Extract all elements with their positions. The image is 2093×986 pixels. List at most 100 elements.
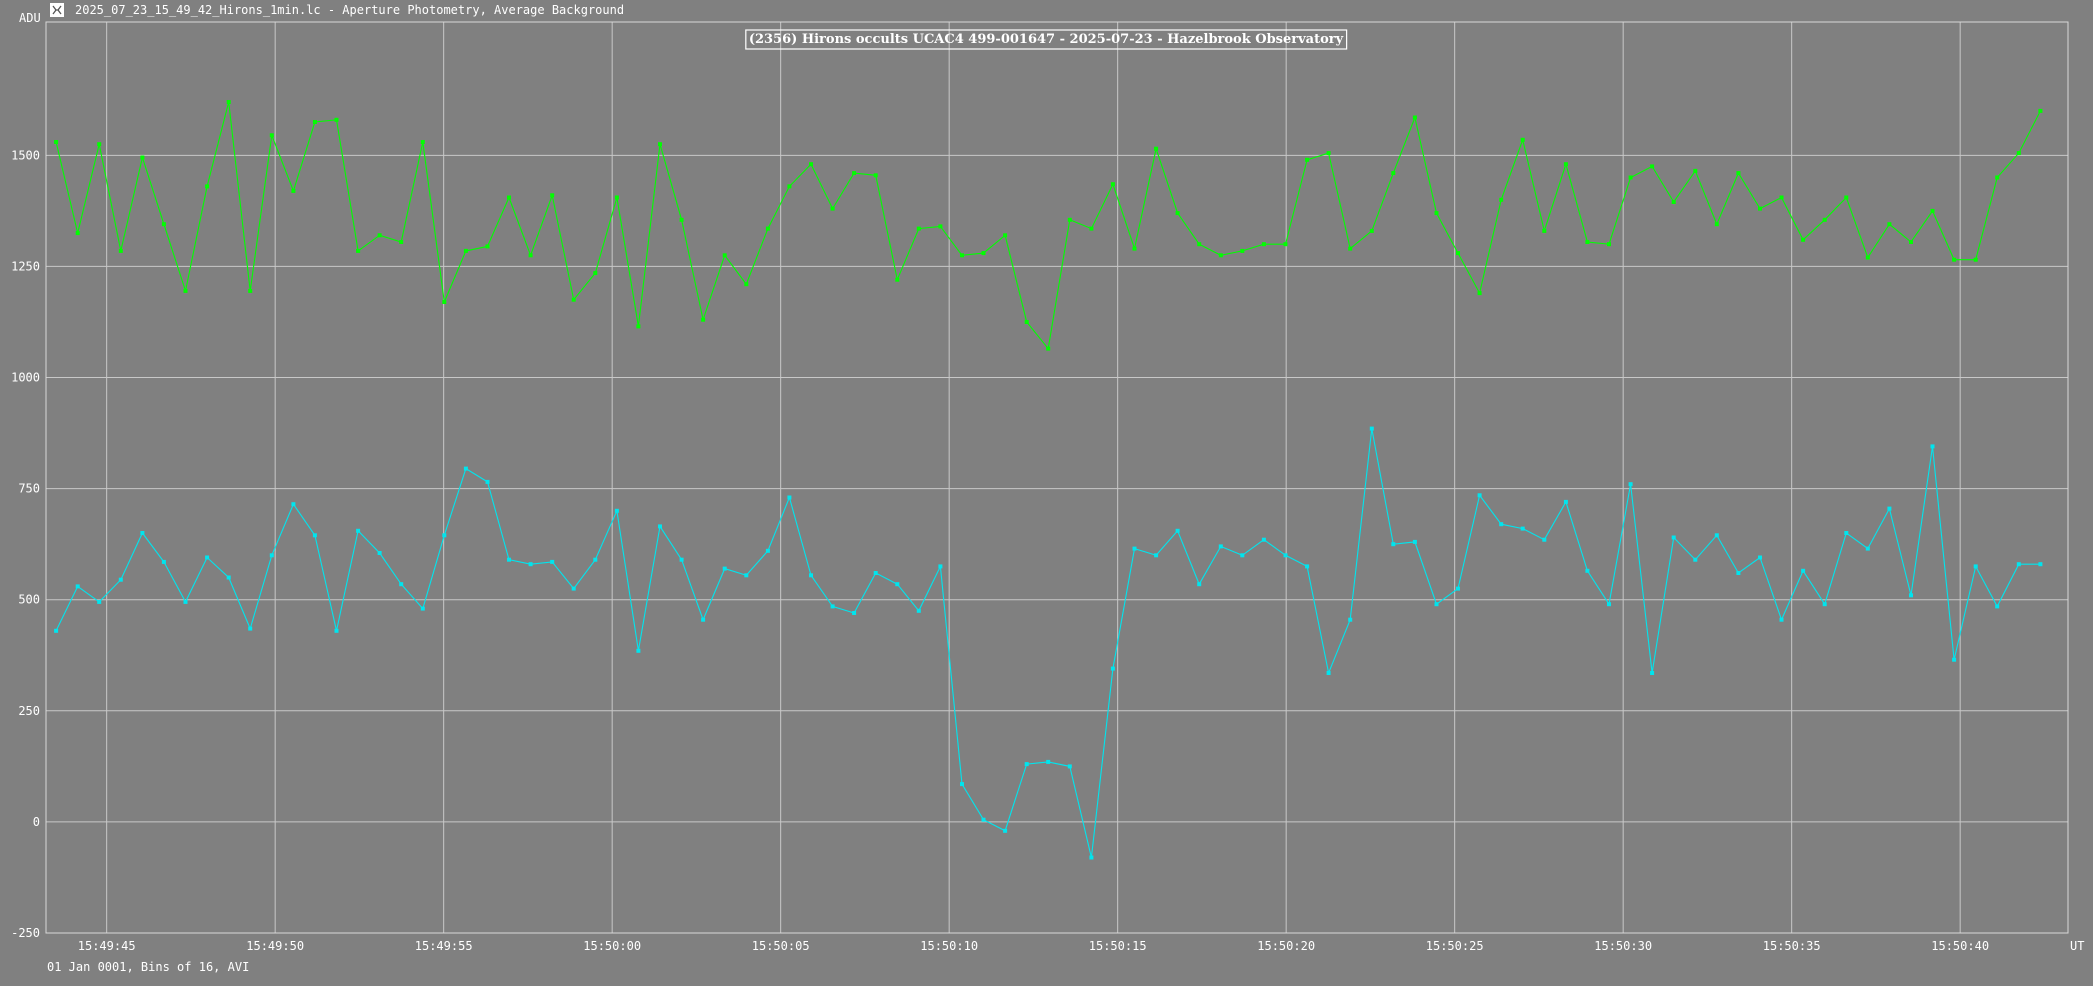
data-point	[54, 140, 59, 144]
data-point	[1197, 582, 1202, 587]
x-tick-label: 15:50:00	[583, 939, 641, 953]
data-point	[1154, 146, 1159, 151]
lightcurve-app-icon[interactable]	[50, 3, 64, 17]
grid-lines	[46, 22, 2068, 934]
data-point	[1326, 671, 1331, 675]
data-point	[1822, 217, 1827, 222]
data-point	[507, 195, 511, 200]
data-point	[1650, 164, 1655, 169]
chart-title-box	[745, 29, 1348, 50]
data-point	[571, 297, 576, 302]
data-point	[334, 628, 339, 633]
data-point	[463, 248, 468, 253]
data-point	[1650, 671, 1655, 675]
data-point	[1801, 568, 1806, 573]
data-point	[118, 248, 123, 253]
data-point	[75, 231, 80, 236]
data-point	[916, 608, 921, 613]
data-point	[1758, 555, 1762, 560]
data-point	[140, 155, 145, 160]
data-point	[1261, 537, 1266, 542]
data-point	[1973, 564, 1978, 569]
data-point	[161, 559, 166, 564]
data-point	[399, 582, 404, 587]
data-point	[507, 557, 511, 562]
data-point	[722, 566, 727, 571]
data-point	[1197, 242, 1202, 247]
data-point	[1456, 251, 1460, 256]
window-title: 2025_07_23_15_49_42_Hirons_1min.lc - Ape…	[75, 3, 625, 17]
data-point	[1218, 253, 1223, 258]
data-point	[1456, 586, 1460, 591]
data-point	[1628, 482, 1633, 487]
data-point	[1607, 602, 1611, 607]
data-point	[679, 557, 684, 562]
series-1-line	[55, 101, 2041, 350]
data-point	[852, 611, 857, 615]
data-point	[377, 233, 382, 238]
data-point	[269, 133, 274, 138]
y-tick-label: 1500	[11, 148, 40, 162]
data-point	[399, 240, 404, 244]
data-point	[75, 584, 80, 589]
data-point	[895, 582, 900, 587]
data-point	[701, 617, 706, 622]
data-point	[636, 648, 641, 653]
x-tick-label: 15:50:35	[1763, 939, 1821, 953]
data-point	[183, 288, 188, 293]
data-point	[97, 142, 102, 147]
data-point	[744, 573, 749, 578]
data-point	[1154, 553, 1159, 558]
data-point	[1779, 195, 1784, 200]
data-point	[1671, 535, 1676, 540]
data-point	[2038, 108, 2043, 113]
data-point	[1434, 602, 1439, 607]
data-point	[334, 117, 339, 122]
chart-title-group: (2356) Hirons occults UCAC4 499-001647 -…	[745, 29, 1348, 50]
data-point	[1369, 426, 1374, 431]
data-point	[550, 559, 555, 564]
data-point	[485, 244, 490, 249]
data-point	[1240, 553, 1245, 558]
x-tick-label: 15:49:55	[415, 939, 473, 953]
x-tick-label: 15:50:10	[920, 939, 978, 953]
data-point	[1046, 346, 1051, 351]
data-point	[528, 562, 533, 567]
data-point	[269, 553, 274, 558]
data-point	[1412, 115, 1417, 120]
x-tick-labels: 15:49:45 15:49:50 15:49:55 15:50:00 15:50:05…	[78, 939, 1989, 953]
data-point	[1952, 657, 1957, 662]
data-point	[312, 120, 317, 124]
data-point	[1585, 240, 1590, 244]
data-point	[658, 142, 662, 147]
data-point	[1326, 151, 1331, 156]
data-point	[1067, 217, 1072, 222]
data-point	[1110, 666, 1115, 671]
plot-border	[45, 21, 2069, 934]
data-point	[1175, 528, 1180, 533]
data-point	[1585, 568, 1590, 573]
data-point	[1003, 233, 1008, 238]
data-point	[463, 466, 468, 471]
data-point	[1132, 246, 1137, 251]
chart-title: (2356) Hirons occults UCAC4 499-001647 -…	[749, 32, 1344, 47]
data-point	[1110, 182, 1115, 187]
data-point	[1434, 211, 1439, 216]
data-point	[852, 171, 857, 176]
data-point	[1369, 228, 1374, 233]
y-tick-label: 250	[18, 704, 40, 718]
x-tick-label: 15:50:15	[1089, 939, 1147, 953]
data-point	[377, 551, 382, 555]
data-point	[1865, 255, 1870, 260]
data-point	[54, 628, 59, 633]
data-point	[765, 226, 770, 231]
status-text: 01 Jan 0001, Bins of 16, AVI	[47, 960, 250, 974]
data-point	[226, 575, 231, 580]
data-point	[765, 548, 770, 553]
data-point	[356, 248, 361, 253]
data-point	[1736, 571, 1741, 575]
data-point	[1930, 208, 1935, 213]
data-point	[1305, 564, 1310, 569]
data-point	[1693, 557, 1698, 562]
